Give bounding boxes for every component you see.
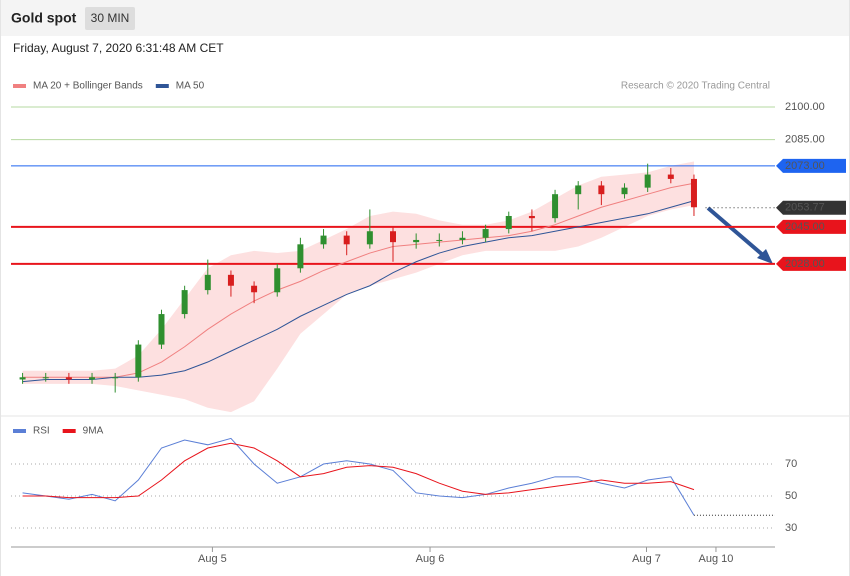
credit: Research © 2020 Trading Central (621, 81, 770, 92)
y-tick-label: 70 (785, 458, 797, 470)
plot: 2100.00 2085.00 2073.00 2053.77 2045.00 2028.… (11, 81, 846, 565)
legend-label: RSI (33, 426, 50, 437)
x-tick-label: Aug 7 (632, 553, 661, 565)
candle-body (343, 235, 350, 245)
title: Gold spot (11, 10, 77, 26)
level-label: 2028.00 (785, 258, 825, 270)
candle-body (158, 314, 165, 345)
candle-body (575, 185, 582, 195)
level-label: 2053.77 (785, 202, 825, 214)
candle-body (621, 187, 628, 195)
level-tag (776, 158, 846, 173)
badge[interactable]: 30 MIN (91, 11, 130, 25)
candle-body (413, 239, 420, 243)
level-label: 2073.00 (785, 160, 825, 172)
candle-body (204, 274, 211, 291)
legend-swatch (13, 84, 26, 88)
timestamp: Friday, August 7, 2020 6:31:48 AM CET (13, 41, 224, 55)
candle-body (690, 178, 697, 208)
candle-body (297, 244, 304, 269)
candle-body (644, 174, 651, 188)
candle-body (320, 235, 327, 245)
level-tag (776, 200, 846, 215)
candle-body (598, 185, 605, 195)
forecast-arrowhead (757, 249, 773, 264)
candle-body (436, 239, 443, 241)
candle-body (181, 290, 188, 315)
candle-body (42, 377, 49, 379)
candle-body (505, 215, 512, 230)
forecast-arrow (706, 206, 766, 258)
candle-body (112, 377, 119, 379)
candle-body (251, 285, 258, 293)
x-tick-label: Aug 6 (416, 553, 445, 565)
legend-swatch (13, 429, 26, 433)
candle-body (552, 194, 559, 219)
legend-swatch (62, 429, 76, 433)
ma-line (22, 200, 695, 383)
badge-bg[interactable] (85, 7, 135, 30)
bollinger-band (22, 161, 694, 413)
candle-body (19, 377, 26, 380)
y-tick-label: 50 (785, 490, 797, 502)
legend-label: MA 20 + Bollinger Bands (33, 81, 143, 92)
candle-body (459, 237, 466, 240)
candle-body (667, 174, 674, 179)
y-tick-label: 2085.00 (785, 134, 825, 146)
candle-body (135, 344, 142, 378)
candle-body (390, 231, 396, 243)
header-bar (0, 0, 850, 36)
y-tick-label: 2100.00 (785, 101, 825, 113)
legend-label: MA 50 (176, 81, 205, 92)
x-tick-label: Aug 10 (699, 553, 734, 565)
candle-body (528, 215, 535, 219)
indicator-line (22, 442, 695, 499)
candle-body (227, 274, 234, 286)
level-label: 2045.00 (785, 221, 825, 233)
candle-body (274, 268, 281, 293)
candle-body (65, 377, 72, 380)
legend-swatch (155, 84, 169, 88)
candle-body (482, 229, 489, 238)
legend-label: 9MA (83, 426, 104, 437)
candle-body (366, 231, 373, 245)
ma-line (22, 182, 695, 378)
level-tag (776, 219, 846, 234)
candle-body (89, 377, 96, 380)
x-tick-label: Aug 5 (198, 553, 227, 565)
y-tick-label: 30 (785, 522, 797, 534)
level-tag (776, 256, 846, 271)
indicator-line (22, 437, 695, 516)
